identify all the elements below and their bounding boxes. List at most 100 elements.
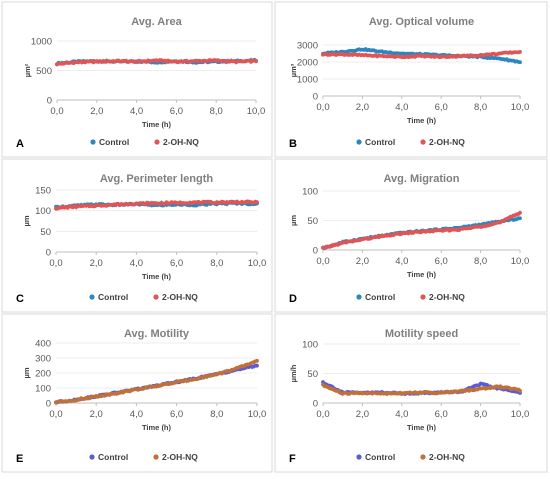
chart-title: Avg. Optical volume [369,16,474,28]
legend-marker [153,454,159,460]
y-tick-label: 0 [46,399,51,410]
x-tick-label: 4,0 [130,106,143,117]
legend-entry: 2-OH-NQ [162,292,198,302]
x-tick-label: 4,0 [395,256,408,267]
y-tick-label: 400 [35,339,51,350]
y-axis-label: µm [22,367,31,378]
legend-marker [356,294,362,300]
x-axis-label: Time (h) [407,423,437,432]
panel-border [274,158,548,313]
y-axis-label: µm [289,215,298,226]
x-tick-label: 8,0 [210,258,223,269]
legend-marker [90,139,96,145]
x-tick-label: 10,0 [248,409,267,420]
x-tick-label: 0,0 [316,102,329,113]
x-tick-label: 2,0 [356,409,369,420]
x-tick-label: 0,0 [49,409,62,420]
series-treatment [54,199,259,212]
y-axis-label: µm/h [289,364,298,382]
series-treatment [321,382,522,397]
y-tick-label: 0 [46,248,51,259]
x-tick-label: 4,0 [130,258,143,269]
data-point [518,216,522,221]
y-tick-label: 0 [313,399,318,410]
panel-letter: F [289,453,296,465]
legend-entry: Control [365,292,395,302]
legend-entry: Control [365,137,395,147]
x-tick-label: 6,0 [170,409,183,420]
x-tick-label: 10,0 [248,258,267,269]
legend-marker [89,294,95,300]
data-point [254,59,258,64]
legend-marker [420,139,426,145]
x-tick-label: 0,0 [49,258,62,269]
y-tick-label: 200 [35,369,51,380]
y-tick-label: 3000 [297,41,318,52]
legend-entry: 2-OH-NQ [162,452,198,462]
legend-entry: 2-OH-NQ [429,452,465,462]
panel-border [274,1,548,158]
panel-border [274,313,548,473]
x-tick-label: 10,0 [247,106,266,117]
data-point [518,210,522,215]
x-tick-label: 8,0 [210,106,223,117]
y-tick-label: 100 [302,187,318,198]
y-tick-label: 150 [35,186,51,197]
x-tick-label: 2,0 [90,106,103,117]
legend-entry: 2-OH-NQ [429,292,465,302]
x-axis-label: Time (h) [407,116,437,125]
y-tick-label: 50 [307,369,318,380]
x-tick-label: 2,0 [90,258,103,269]
x-tick-label: 0,0 [316,409,329,420]
chart-panel-a: Avg. Area 0 500 1000 0,0 2,0 4,0 6,0 8,0 10,0 Time… [1,1,273,158]
x-tick-label: 4,0 [395,102,408,113]
data-point [255,200,259,205]
legend-entry: 2-OH-NQ [163,137,199,147]
chart-panel-b: Avg. Optical volume 0 1000 2000 3000 0,0 2,0 4,… [274,1,548,158]
x-tick-label: 0,0 [50,106,63,117]
chart-panel-d: Avg. Migration 0 50 100 0,0 2,0 4,0 6,0 8,0 10,0 T… [274,158,548,313]
x-tick-label: 6,0 [435,102,448,113]
x-tick-label: 8,0 [474,102,487,113]
x-tick-label: 4,0 [130,409,143,420]
x-tick-label: 2,0 [356,256,369,267]
y-tick-label: 50 [40,227,51,238]
y-tick-label: 0 [47,96,52,107]
chart-title: Avg. Motility [124,328,190,340]
x-axis-label: Time (h) [142,423,172,432]
data-point [255,358,259,363]
series-treatment [54,358,259,406]
panel-letter: A [16,138,24,150]
chart-panel-f: Motility speed 0 50 100 0,0 2,0 4,0 6,0 8,0 10,0 T… [274,313,548,473]
chart-panel-c: Avg. Perimeter length 0 50 100 150 0,0 2,0 4,0 6… [1,158,273,313]
x-tick-label: 0,0 [316,256,329,267]
x-tick-label: 10,0 [511,256,530,267]
x-tick-label: 6,0 [435,409,448,420]
x-axis-label: Time (h) [142,120,172,129]
chart-panel-e: Avg. Motility 0 100 200 300 400 0,0 2,0 4,0 6,0 8,… [1,313,273,473]
y-tick-label: 0 [313,92,318,103]
x-tick-label: 6,0 [435,256,448,267]
y-tick-label: 1000 [297,75,318,86]
y-axis-label: µm [22,215,31,226]
data-point [255,363,259,368]
panel-border [1,158,273,313]
x-axis-label: Time (h) [142,272,172,281]
legend-entry: Control [98,292,128,302]
chart-title: Avg. Perimeter length [100,173,214,185]
legend-marker [420,454,426,460]
y-tick-label: 2000 [297,58,318,69]
legend-marker [89,454,95,460]
x-tick-label: 8,0 [210,409,223,420]
x-axis-label: Time (h) [407,270,437,279]
data-point [518,60,522,65]
legend-marker [154,139,160,145]
x-tick-label: 2,0 [356,102,369,113]
legend-marker [153,294,159,300]
series-treatment [321,210,522,250]
legend-entry: Control [98,452,128,462]
panel-letter: D [289,293,297,305]
y-tick-label: 500 [36,66,52,77]
legend-entry: Control [99,137,129,147]
